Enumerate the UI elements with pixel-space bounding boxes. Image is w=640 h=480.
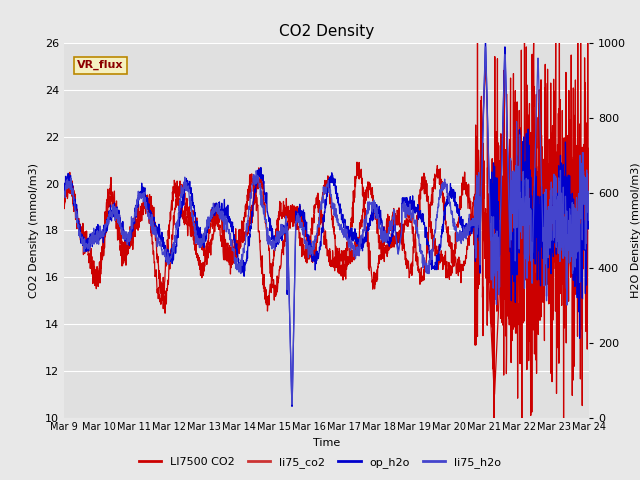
- Legend: LI7500 CO2, li75_co2, op_h2o, li75_h2o: LI7500 CO2, li75_co2, op_h2o, li75_h2o: [134, 452, 506, 472]
- Title: CO2 Density: CO2 Density: [279, 24, 374, 39]
- Text: VR_flux: VR_flux: [77, 60, 124, 70]
- X-axis label: Time: Time: [313, 438, 340, 448]
- Y-axis label: CO2 Density (mmol/m3): CO2 Density (mmol/m3): [29, 163, 39, 298]
- Y-axis label: H2O Density (mmol/m3): H2O Density (mmol/m3): [632, 163, 640, 298]
